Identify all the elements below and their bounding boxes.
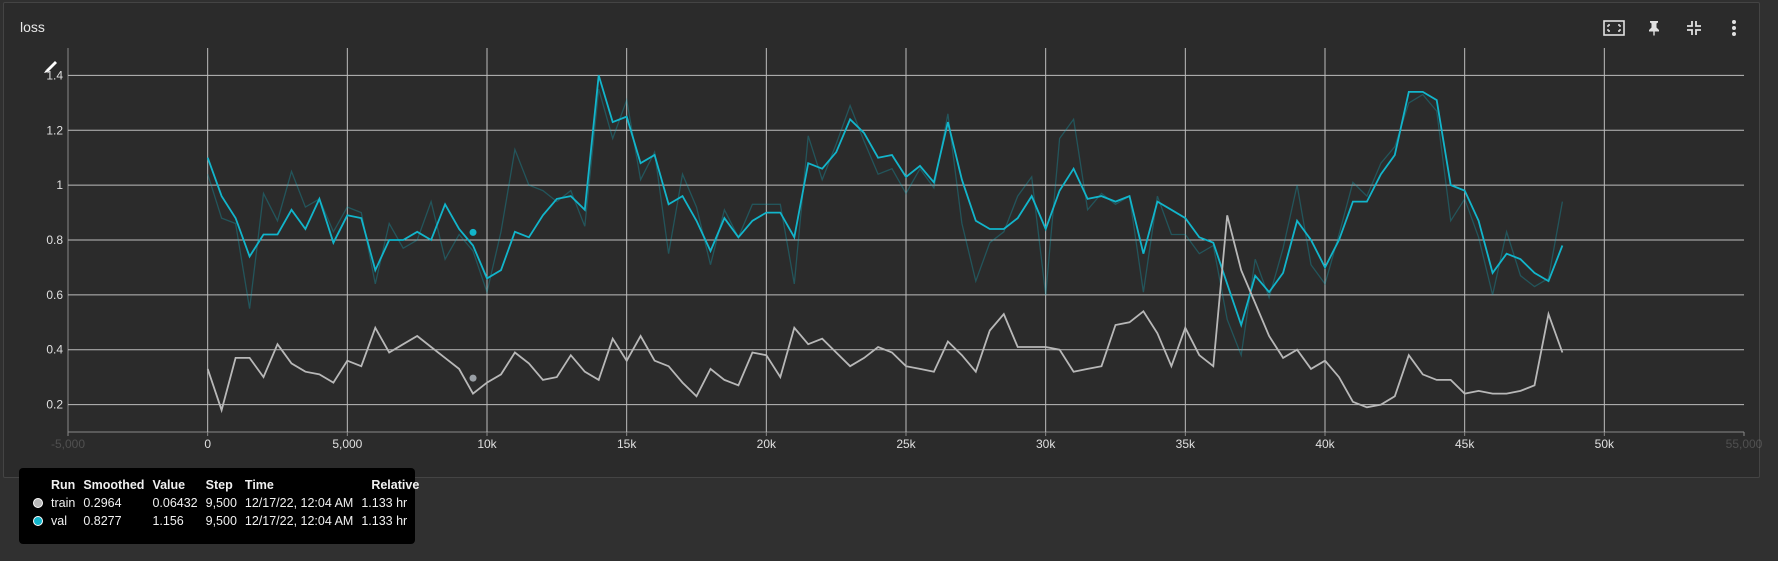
y-tick-label: 0.6 xyxy=(46,288,63,302)
y-tick-label: 0.2 xyxy=(46,398,63,412)
pin-icon xyxy=(1649,21,1659,36)
tooltip-relative: 1.133 hr xyxy=(361,514,408,528)
tooltip-row-train: train 0.2964 0.06432 9,500 12/17/22, 12:… xyxy=(29,494,423,512)
x-tick-label: 0 xyxy=(204,437,211,451)
tooltip-relative: 1.133 hr xyxy=(361,496,408,510)
x-tick-label: 15k xyxy=(617,437,637,451)
pin-button[interactable] xyxy=(1637,15,1671,41)
series xyxy=(206,75,1564,414)
x-tick-label: 45k xyxy=(1455,437,1475,451)
train-color-dot xyxy=(33,498,43,508)
tooltip-step: 9,500 xyxy=(205,496,237,510)
y-tick-label: 1.4 xyxy=(46,68,63,82)
val-smoothed-line xyxy=(206,75,1564,329)
tooltip-header-row: Run Smoothed Value Step Time Relative xyxy=(29,476,423,494)
chart-title: loss xyxy=(20,19,45,35)
tooltip-value: 1.156 xyxy=(152,514,184,528)
val-raw-line xyxy=(207,88,1564,358)
hover-tooltip: Run Smoothed Value Step Time Relative tr… xyxy=(19,468,419,544)
tooltip-header-time: Time xyxy=(244,478,274,492)
val-hover-marker xyxy=(469,228,477,236)
tooltip-row-val: val 0.8277 1.156 9,500 12/17/22, 12:04 A… xyxy=(29,512,423,530)
collapse-icon xyxy=(1687,21,1701,35)
tooltip-header-relative: Relative xyxy=(371,478,420,492)
x-tick-label: 30k xyxy=(1036,437,1056,451)
x-axis: -5,000 0 5,000 10k 15k 20k 25k 30k 35k 40k 45k 50k 5… xyxy=(51,432,1763,451)
collapse-button[interactable] xyxy=(1677,15,1711,41)
y-tick-label: 0.4 xyxy=(46,343,63,357)
tooltip-table: Run Smoothed Value Step Time Relative tr… xyxy=(29,476,423,530)
hover-markers xyxy=(469,228,477,382)
train-hover-marker xyxy=(469,374,477,382)
y-tick-label: 1.2 xyxy=(46,123,63,137)
y-tick-label: 1 xyxy=(56,178,63,192)
y-axis: 0.2 0.4 0.6 0.8 1 1.2 1.4 xyxy=(46,68,63,411)
tooltip-smoothed: 0.8277 xyxy=(83,514,122,528)
x-tick-label: 20k xyxy=(757,437,777,451)
tooltip-step: 9,500 xyxy=(205,514,237,528)
tooltip-header-run: Run xyxy=(51,478,76,492)
tooltip-time: 12/17/22, 12:04 AM xyxy=(244,496,354,510)
tooltip-time: 12/17/22, 12:04 AM xyxy=(244,514,354,528)
train-smoothed-line xyxy=(206,215,1564,414)
tooltip-header-smoothed: Smoothed xyxy=(83,478,145,492)
tooltip-header-step: Step xyxy=(205,478,233,492)
more-options-button[interactable] xyxy=(1717,15,1751,41)
fit-domain-button[interactable] xyxy=(1597,15,1631,41)
y-tick-label: 0.8 xyxy=(46,233,63,247)
more-vert-icon xyxy=(1732,20,1736,36)
x-tick-label: 5,000 xyxy=(332,437,362,451)
x-tick-label: -5,000 xyxy=(51,437,85,451)
card-toolbar xyxy=(1597,15,1751,41)
x-tick-label: 40k xyxy=(1315,437,1335,451)
tooltip-smoothed: 0.2964 xyxy=(83,496,122,510)
edit-icon[interactable] xyxy=(44,61,57,73)
grid xyxy=(67,48,1744,433)
x-tick-label: 55,000 xyxy=(1726,437,1763,451)
val-color-dot xyxy=(33,516,43,526)
tooltip-run: val xyxy=(51,514,67,528)
x-tick-label: 50k xyxy=(1595,437,1615,451)
x-tick-label: 35k xyxy=(1176,437,1196,451)
tooltip-header-value: Value xyxy=(152,478,186,492)
tooltip-value: 0.06432 xyxy=(152,496,198,510)
x-tick-label: 10k xyxy=(477,437,497,451)
fit-domain-icon xyxy=(1603,20,1625,36)
tooltip-run: train xyxy=(51,496,76,510)
x-tick-label: 25k xyxy=(896,437,916,451)
